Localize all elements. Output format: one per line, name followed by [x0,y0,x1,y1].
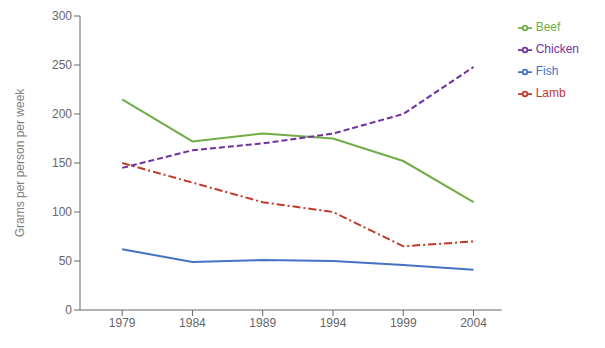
svg-text:200: 200 [52,107,72,121]
svg-text:2004: 2004 [460,316,487,330]
svg-text:1984: 1984 [179,316,206,330]
html-text:Lamb: Lamb [535,86,566,100]
svg-text:Grams per person per week: Grams per person per week [13,88,27,238]
svg-text:100: 100 [52,205,72,219]
html-text:Fish: Fish [535,64,559,78]
svg-text:0: 0 [65,303,72,317]
svg-text:1979: 1979 [109,316,136,330]
svg-text:150: 150 [52,156,72,170]
svg-text:1989: 1989 [249,316,276,330]
svg-text:250: 250 [52,58,72,72]
svg-text:50: 50 [59,254,73,268]
svg-text:300: 300 [52,9,72,23]
svg-text:1999: 1999 [390,316,417,330]
html-text:Beef: Beef [535,20,561,34]
html-text:Chicken: Chicken [535,42,579,56]
svg-text:1994: 1994 [320,316,347,330]
